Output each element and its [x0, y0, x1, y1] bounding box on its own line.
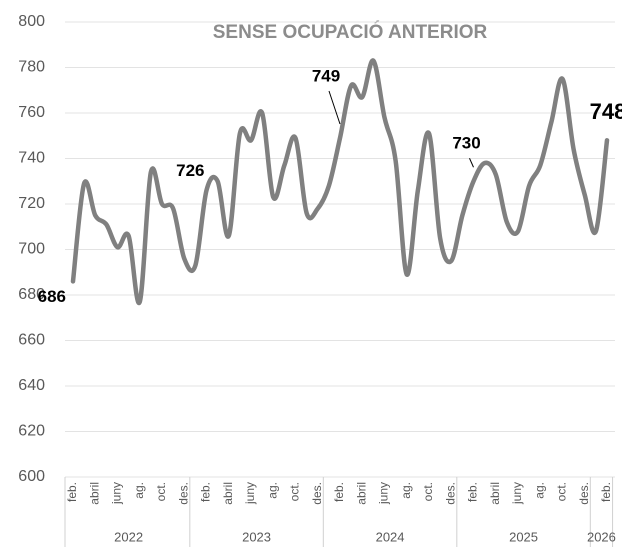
y-tick-label: 620 [18, 423, 45, 440]
y-tick-label: 780 [18, 59, 45, 76]
x-tick-label: ag. [532, 482, 546, 499]
data-label: 748 [590, 99, 622, 124]
x-tick-label: feb. [466, 482, 480, 502]
x-tick-label: feb. [65, 482, 79, 502]
data-label: 730 [452, 134, 480, 153]
x-tick-label: abril [354, 482, 368, 505]
data-label: 749 [312, 67, 340, 86]
y-tick-label: 660 [18, 332, 45, 349]
x-tick-label: oct. [421, 482, 435, 501]
x-tick-label: abril [488, 482, 502, 505]
x-tick-label: ag. [132, 482, 146, 499]
x-tick-label: oct. [154, 482, 168, 501]
y-tick-label: 760 [18, 104, 45, 121]
y-tick-label: 700 [18, 241, 45, 258]
y-tick-label: 720 [18, 195, 45, 212]
year-label: 2022 [114, 529, 143, 544]
x-tick-label: des. [176, 482, 190, 505]
x-tick-label: oct. [555, 482, 569, 501]
year-label: 2023 [242, 529, 271, 544]
data-label: 686 [38, 287, 66, 306]
x-tick-label: des. [443, 482, 457, 505]
data-line [70, 58, 610, 306]
y-tick-label: 800 [18, 13, 45, 30]
x-tick-label: juny [243, 482, 257, 505]
year-label: 2024 [376, 529, 405, 544]
x-tick-label: juny [377, 482, 391, 505]
x-tick-label: abril [221, 482, 235, 505]
x-tick-label: oct. [288, 482, 302, 501]
x-tick-label: ag. [265, 482, 279, 499]
x-tick-label: des. [310, 482, 324, 505]
leader-line [469, 158, 474, 168]
y-tick-label: 680 [18, 286, 45, 303]
data-label: 726 [176, 161, 204, 180]
x-tick-label: feb. [332, 482, 346, 502]
x-tick-label: juny [110, 482, 124, 505]
leader-line [328, 90, 341, 125]
x-tick-label: ag. [399, 482, 413, 499]
y-tick-label: 600 [18, 468, 45, 485]
y-tick-label: 740 [18, 150, 45, 167]
year-label: 2025 [509, 529, 538, 544]
y-tick-label: 640 [18, 377, 45, 394]
x-tick-label: juny [510, 482, 524, 505]
x-tick-label: abril [87, 482, 101, 505]
x-tick-label: feb. [599, 482, 613, 502]
x-tick-label: feb. [199, 482, 213, 502]
chart-title: SENSE OCUPACIÓ ANTERIOR [213, 21, 488, 43]
x-tick-label: des. [577, 482, 591, 505]
year-label: 2026 [587, 529, 616, 544]
